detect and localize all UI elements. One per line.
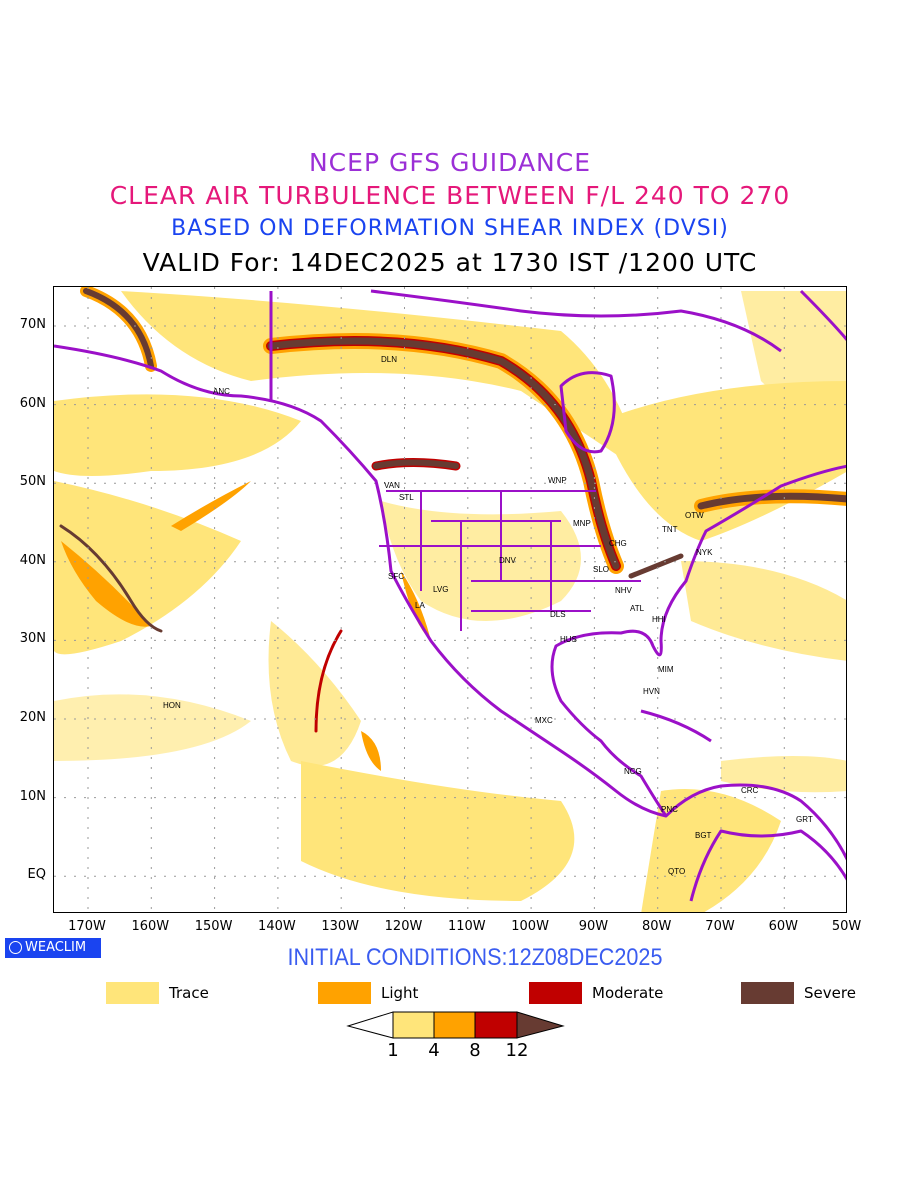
city-label: DNV [499, 556, 516, 565]
lat-label: 70N [19, 317, 46, 332]
title-line-1: NCEP GFS GUIDANCE [308, 148, 591, 177]
colorbar-trace [392, 1011, 435, 1039]
colorbar-tick: 12 [505, 1040, 529, 1061]
colorbar-moderate [474, 1011, 518, 1039]
copyright-icon [9, 941, 22, 954]
city-label: HVN [643, 687, 660, 696]
city-label: TNT [662, 525, 678, 534]
colorbar-tick: 8 [469, 1040, 481, 1061]
lon-label: 90W [578, 919, 609, 934]
city-label: CHG [609, 539, 627, 548]
lon-label: 80W [641, 919, 672, 934]
lon-label: 160W [131, 919, 170, 934]
city-label: HHI [652, 615, 666, 624]
city-label: DLN [381, 355, 398, 364]
city-label: STL [399, 493, 414, 502]
jet-streams [59, 287, 846, 733]
city-label: VAN [384, 481, 400, 490]
city-label: SFC [388, 572, 404, 581]
city-label: QTO [668, 867, 686, 876]
legend-swatch [741, 982, 794, 1004]
lon-label: 110W [447, 919, 486, 934]
legend-label: Light [381, 984, 419, 1002]
trace-areas [54, 291, 846, 912]
logo-text: WEACLIM [25, 940, 87, 955]
city-label: PNC [661, 805, 678, 814]
lon-label: 70W [705, 919, 735, 934]
city-label: LA [415, 601, 425, 610]
city-label: NCG [624, 767, 642, 776]
city-label: OTW [685, 511, 704, 520]
initial-conditions: INITIAL CONDITIONS:12Z08DEC2025 [287, 944, 663, 971]
colorbar-tick: 4 [428, 1040, 440, 1061]
lat-label: EQ [27, 867, 46, 882]
lon-label: 50W [831, 919, 862, 934]
city-label: WNP [548, 476, 567, 485]
colorbar-tick: 1 [387, 1040, 399, 1061]
city-label: NYK [696, 548, 713, 557]
colorbar-light [433, 1011, 476, 1039]
valid-time: VALID For: 14DEC2025 at 1730 IST /1200 U… [142, 248, 758, 277]
colorbar-under [346, 1011, 394, 1039]
lat-label: 60N [19, 396, 46, 411]
city-label: MIM [658, 665, 674, 674]
title-line-2: CLEAR AIR TURBULENCE BETWEEN F/L 240 TO … [109, 181, 791, 210]
city-label: MXC [535, 716, 553, 725]
lat-label: 30N [19, 631, 46, 646]
city-label: DLS [550, 610, 566, 619]
turbulence-map: DLN ANC VAN STL WNP MNP OTW TNT CHG NYK … [53, 286, 847, 913]
lon-label: 140W [258, 919, 296, 934]
lon-label: 60W [768, 919, 798, 934]
lon-label: 150W [194, 919, 233, 934]
city-label: ANC [213, 387, 230, 396]
colorbar [346, 1011, 565, 1039]
grid-lines [54, 287, 846, 912]
colorbar-severe [516, 1011, 565, 1039]
light-areas [61, 481, 431, 771]
city-label: CRC [741, 786, 759, 795]
city-label: ATL [630, 604, 645, 613]
city-label: BGT [695, 831, 712, 840]
legend-swatch [318, 982, 371, 1004]
city-label: HUS [560, 635, 577, 644]
lon-label: 130W [321, 919, 360, 934]
city-label: MNP [573, 519, 591, 528]
legend-label: Trace [169, 984, 209, 1002]
lon-label: 120W [384, 919, 423, 934]
lon-label: 170W [68, 919, 106, 934]
legend-swatch [529, 982, 582, 1004]
state-borders [379, 490, 641, 631]
legend-label: Moderate [592, 984, 664, 1002]
city-label: LVG [433, 585, 449, 594]
title-line-3: BASED ON DEFORMATION SHEAR INDEX (DVSI) [171, 216, 729, 241]
map-canvas [54, 287, 846, 912]
weaclim-logo: WEACLIM [5, 938, 101, 958]
legend-swatch [106, 982, 159, 1004]
lat-label: 40N [19, 553, 46, 568]
lon-label: 100W [511, 919, 549, 934]
city-label: NHV [615, 586, 632, 595]
lat-label: 50N [19, 474, 46, 489]
city-label: GRT [796, 815, 813, 824]
city-label: SLO [593, 565, 610, 574]
city-label: HON [163, 701, 181, 710]
lat-label: 20N [19, 710, 46, 725]
lat-label: 10N [19, 789, 46, 804]
coastlines [54, 289, 846, 902]
legend-label: Severe [804, 984, 856, 1002]
